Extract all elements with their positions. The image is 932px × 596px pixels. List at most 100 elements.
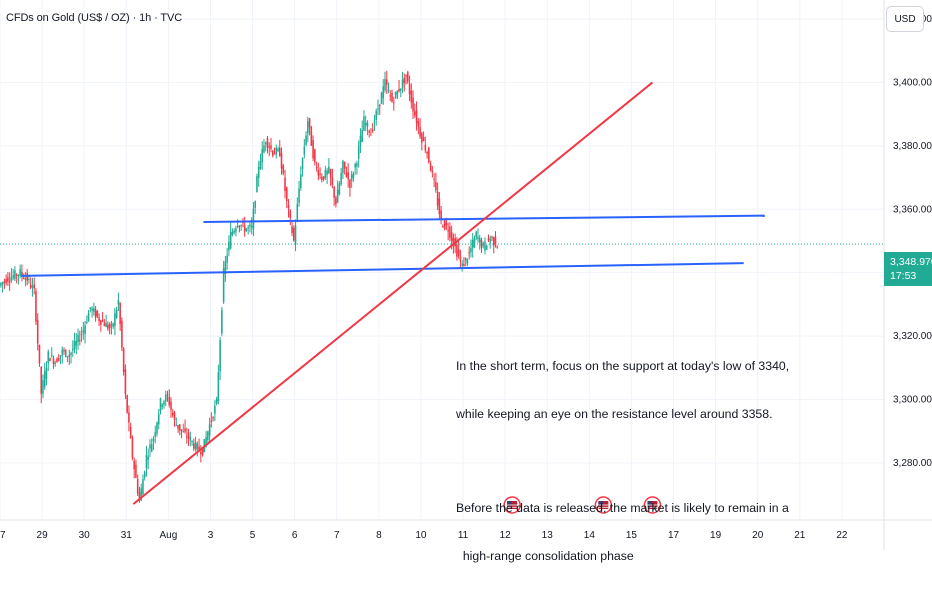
candle-body bbox=[157, 413, 160, 425]
candle-body bbox=[289, 210, 292, 218]
candle-body bbox=[126, 395, 128, 413]
x-tick-label: 5 bbox=[250, 530, 256, 541]
candle-body bbox=[468, 252, 470, 254]
candle-body bbox=[40, 366, 43, 394]
candle-body bbox=[93, 308, 95, 312]
candle-body bbox=[333, 186, 335, 198]
candle-body bbox=[478, 237, 481, 243]
candle-body bbox=[368, 130, 370, 133]
candle-body bbox=[210, 420, 213, 422]
candle-body bbox=[79, 339, 81, 341]
candle-body bbox=[315, 166, 318, 168]
y-tick-label: 3,400.000 bbox=[893, 77, 932, 88]
candle-body bbox=[135, 464, 137, 478]
candle-body bbox=[0, 283, 2, 286]
candle-body bbox=[382, 86, 385, 99]
candle-body bbox=[443, 219, 446, 229]
candle-body bbox=[268, 146, 271, 148]
candle-body bbox=[112, 323, 114, 327]
candle-body bbox=[294, 225, 297, 245]
annotation-text[interactable]: In the short term, focus on the support … bbox=[456, 326, 789, 596]
candle-body bbox=[186, 436, 188, 438]
candle-body bbox=[114, 313, 116, 327]
candle-body bbox=[456, 244, 458, 257]
candle-body bbox=[108, 324, 111, 329]
candle-body bbox=[43, 371, 46, 388]
candle-body bbox=[273, 153, 276, 155]
candle-body bbox=[261, 148, 264, 163]
candle-body bbox=[310, 127, 313, 146]
candle-body bbox=[164, 394, 167, 402]
candle-body bbox=[57, 357, 60, 361]
candle-body bbox=[280, 152, 283, 169]
candle-body bbox=[405, 74, 407, 77]
chart-container[interactable]: 3,280.0003,300.0003,320.0003,340.0003,36… bbox=[0, 0, 932, 563]
us-flag-event-icon[interactable] bbox=[503, 496, 521, 514]
candle-body bbox=[370, 134, 372, 136]
candle-body bbox=[396, 91, 399, 99]
candle-body bbox=[238, 226, 241, 228]
candle-body bbox=[349, 179, 351, 189]
candle-body bbox=[384, 78, 386, 91]
candle-body bbox=[426, 152, 428, 154]
candle-body bbox=[305, 135, 307, 145]
candle-body bbox=[156, 422, 158, 434]
candle-body bbox=[338, 183, 341, 195]
candle-body bbox=[166, 394, 169, 396]
x-tick-label: 8 bbox=[376, 530, 382, 541]
candle-body bbox=[198, 446, 200, 450]
candle-body bbox=[392, 102, 395, 104]
candle-body bbox=[61, 349, 64, 355]
candle-body bbox=[457, 249, 460, 257]
candle-body bbox=[270, 145, 272, 149]
candle-body bbox=[463, 264, 465, 267]
candle-body bbox=[485, 245, 488, 250]
candle-body bbox=[22, 277, 25, 279]
x-tick-label: 29 bbox=[37, 530, 49, 541]
us-flag-event-icon[interactable] bbox=[643, 496, 662, 514]
chart-canvas[interactable]: 3,280.0003,300.0003,320.0003,340.0003,36… bbox=[0, 0, 932, 550]
candle-body bbox=[296, 203, 299, 221]
candle-body bbox=[168, 396, 171, 406]
candle-body bbox=[287, 205, 290, 209]
candle-body bbox=[312, 139, 314, 159]
candle-body bbox=[47, 351, 50, 364]
candle-body bbox=[191, 441, 193, 443]
candle-body bbox=[19, 269, 21, 276]
candle-body bbox=[442, 225, 444, 228]
us-flag-event-icon[interactable] bbox=[594, 496, 613, 514]
candle-body bbox=[363, 116, 365, 131]
x-tick-label: 11 bbox=[458, 530, 469, 541]
candle-body bbox=[438, 198, 441, 215]
candle-body bbox=[182, 430, 185, 432]
candle-body bbox=[345, 173, 348, 177]
trendline-line bbox=[132, 81, 654, 505]
candle-body bbox=[326, 170, 328, 175]
candle-body bbox=[303, 146, 306, 155]
x-axis[interactable]: 27 29 30 31 Aug 3 5 6 7 8 10 11 12 13 14 15 17 19 20 21 22 bbox=[0, 519, 932, 541]
candle-body bbox=[359, 135, 362, 146]
candle-body bbox=[285, 187, 288, 202]
candle-body bbox=[121, 320, 123, 348]
candle-body bbox=[440, 210, 442, 220]
candle-body bbox=[496, 246, 499, 248]
currency-button[interactable]: USD bbox=[886, 6, 924, 32]
candle-body bbox=[21, 271, 23, 276]
bar-countdown: 17:53 bbox=[890, 270, 917, 282]
x-tick-label: 6 bbox=[292, 530, 298, 541]
candle-body bbox=[201, 447, 204, 455]
candle-body bbox=[15, 274, 18, 276]
candle-body bbox=[391, 93, 393, 102]
candle-body bbox=[435, 181, 437, 191]
candle-body bbox=[229, 231, 232, 249]
candle-body bbox=[82, 330, 85, 333]
x-tick-label: 13 bbox=[542, 530, 554, 541]
y-tick-label: 3,280.000 bbox=[893, 458, 932, 469]
candle-body bbox=[31, 286, 34, 288]
candle-body bbox=[321, 176, 323, 180]
candle-body bbox=[196, 443, 199, 450]
candle-body bbox=[98, 317, 100, 322]
candle-body bbox=[68, 354, 71, 357]
flag-canton bbox=[647, 501, 652, 505]
candle-body bbox=[226, 255, 228, 263]
